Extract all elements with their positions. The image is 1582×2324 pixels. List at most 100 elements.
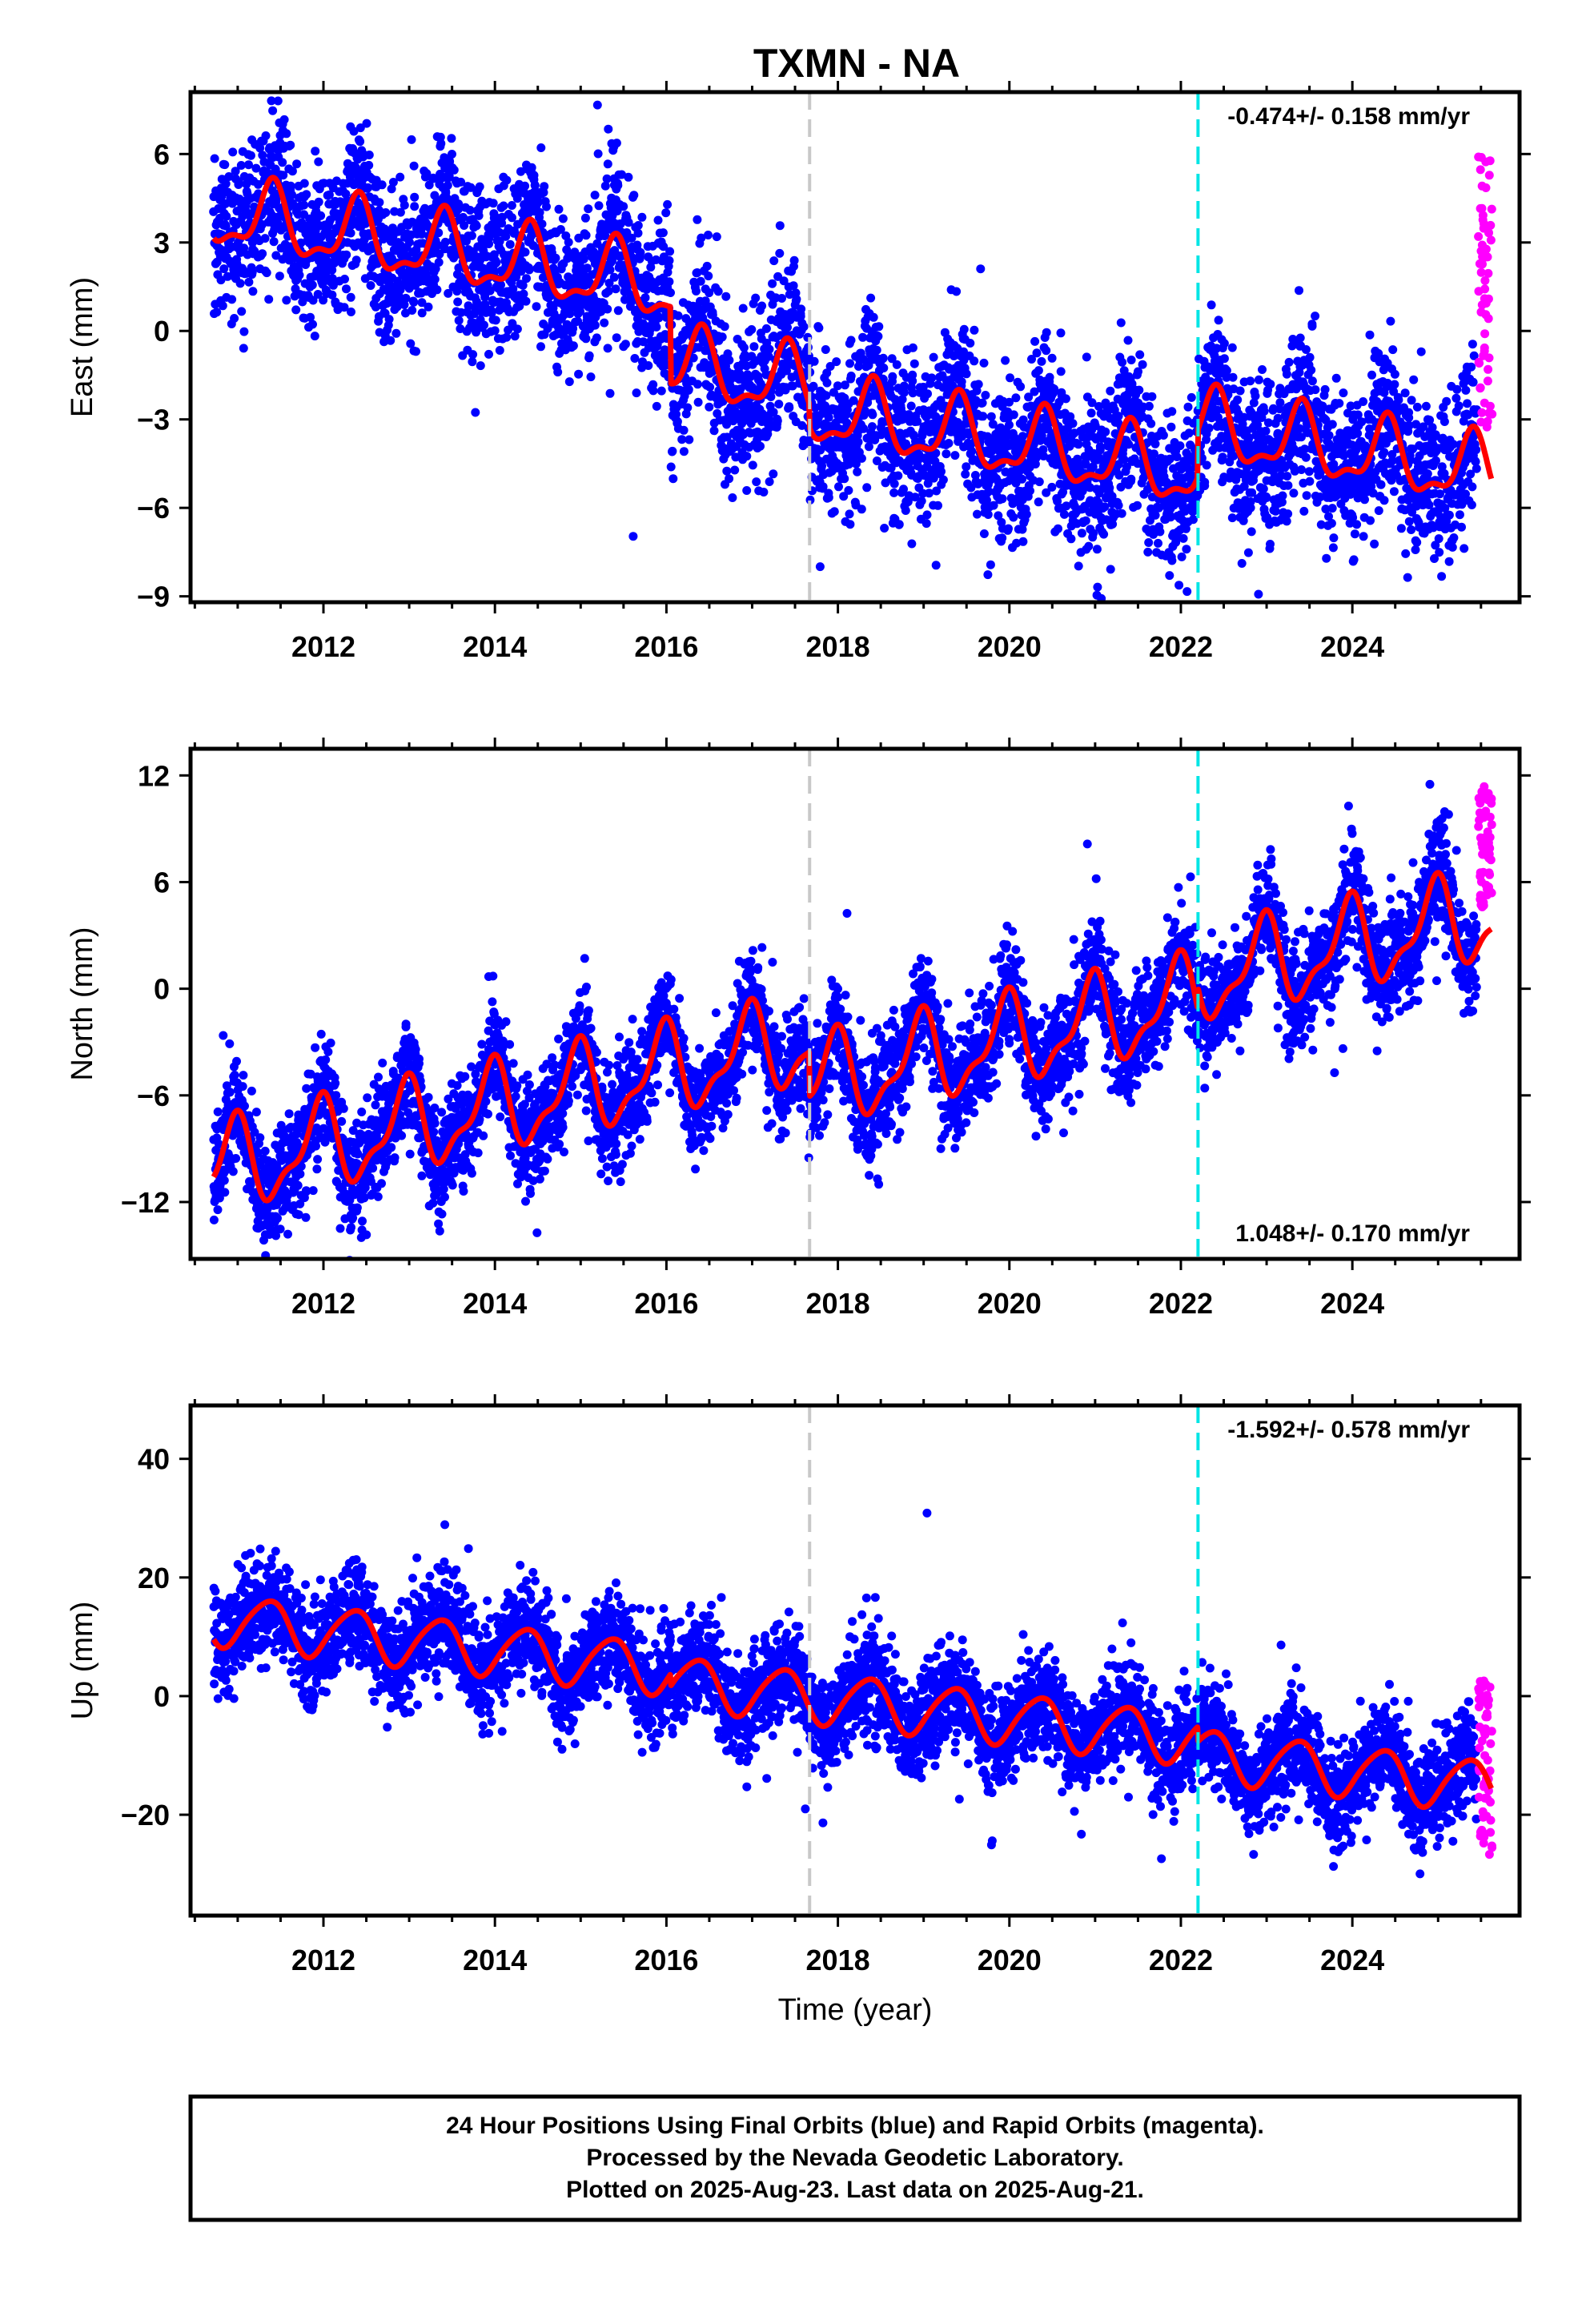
east-point bbox=[227, 295, 237, 304]
east-point bbox=[1339, 388, 1348, 398]
east-point bbox=[467, 231, 476, 240]
east-point bbox=[1202, 460, 1211, 470]
east-point bbox=[761, 324, 771, 333]
east-point bbox=[422, 169, 432, 179]
east-point bbox=[449, 165, 459, 175]
east-point bbox=[1331, 373, 1341, 383]
east-point bbox=[1037, 356, 1046, 366]
east-point bbox=[1283, 472, 1292, 481]
east-point bbox=[440, 237, 450, 247]
east-point bbox=[1219, 354, 1229, 364]
east-point bbox=[1327, 420, 1337, 429]
east-point bbox=[765, 477, 774, 486]
east-point bbox=[629, 191, 639, 200]
east-point bbox=[1412, 402, 1422, 412]
east-point bbox=[679, 447, 689, 456]
east-point bbox=[584, 351, 594, 360]
east-point bbox=[756, 441, 765, 451]
east-point bbox=[417, 298, 427, 308]
east-point bbox=[527, 163, 536, 172]
east-point bbox=[901, 506, 910, 515]
east-point bbox=[1214, 316, 1223, 325]
east-point bbox=[234, 177, 243, 187]
east-point bbox=[892, 360, 901, 369]
east-point bbox=[962, 462, 971, 472]
east-point bbox=[1117, 509, 1126, 518]
east-point bbox=[1001, 356, 1010, 365]
east-point bbox=[261, 131, 271, 140]
east-point bbox=[516, 167, 525, 176]
east-point bbox=[495, 236, 504, 246]
east-point bbox=[1302, 491, 1311, 501]
east-point bbox=[658, 228, 668, 238]
east-point bbox=[1086, 408, 1096, 418]
east-point bbox=[364, 160, 374, 170]
east-point bbox=[630, 354, 640, 363]
east-point bbox=[853, 467, 862, 476]
east-point bbox=[260, 234, 270, 243]
east-point bbox=[512, 324, 522, 334]
east-point bbox=[609, 272, 619, 282]
east-point bbox=[492, 258, 501, 267]
east-point bbox=[1262, 493, 1271, 502]
east-point bbox=[1146, 419, 1156, 428]
east-point bbox=[216, 275, 226, 285]
east-point bbox=[829, 507, 839, 517]
east-point bbox=[821, 391, 831, 400]
east-point bbox=[410, 202, 420, 211]
east-point bbox=[275, 271, 284, 281]
east-point bbox=[1278, 491, 1287, 501]
east-point bbox=[644, 361, 653, 370]
east-point bbox=[424, 302, 433, 312]
east-point bbox=[950, 451, 960, 460]
east-point bbox=[937, 467, 946, 476]
east-point bbox=[653, 215, 663, 225]
east-point bbox=[1084, 541, 1094, 551]
east-point bbox=[499, 201, 508, 211]
east-point bbox=[1004, 524, 1013, 533]
east-point bbox=[580, 213, 590, 223]
east-point bbox=[1186, 392, 1196, 402]
east-point bbox=[371, 302, 380, 312]
east-point bbox=[1258, 365, 1267, 374]
east-point bbox=[1047, 353, 1057, 363]
east-point bbox=[717, 332, 727, 342]
east-point bbox=[693, 380, 702, 389]
east-point bbox=[363, 183, 373, 192]
east-point bbox=[944, 439, 954, 448]
east-point bbox=[594, 201, 604, 211]
east-point bbox=[434, 228, 444, 238]
east-point bbox=[472, 221, 481, 231]
east-point bbox=[978, 398, 987, 408]
east-point bbox=[239, 344, 248, 353]
east-point bbox=[1359, 397, 1368, 406]
east-point bbox=[749, 342, 759, 352]
east-point bbox=[1056, 328, 1066, 338]
east-point bbox=[459, 212, 468, 222]
east-point bbox=[1246, 376, 1255, 386]
east-point bbox=[444, 288, 453, 298]
east-point bbox=[456, 324, 465, 333]
east-point bbox=[238, 211, 247, 221]
east-point bbox=[1034, 366, 1043, 376]
east-point bbox=[355, 123, 365, 133]
east-point bbox=[709, 426, 719, 436]
east-point bbox=[221, 179, 231, 188]
east-point bbox=[846, 336, 856, 345]
east-point bbox=[474, 211, 484, 220]
east-point bbox=[219, 264, 229, 274]
east-point bbox=[685, 435, 694, 444]
east-point bbox=[212, 308, 222, 317]
east-point bbox=[1005, 420, 1014, 430]
east-point bbox=[684, 384, 693, 394]
east-point bbox=[1295, 286, 1303, 296]
east-point bbox=[923, 389, 932, 399]
east-point bbox=[661, 208, 671, 218]
east-point bbox=[1374, 506, 1383, 516]
east-point bbox=[702, 261, 712, 271]
east-point bbox=[669, 474, 678, 484]
east-point bbox=[518, 280, 528, 290]
east-point bbox=[327, 274, 337, 283]
east-point bbox=[857, 505, 866, 514]
